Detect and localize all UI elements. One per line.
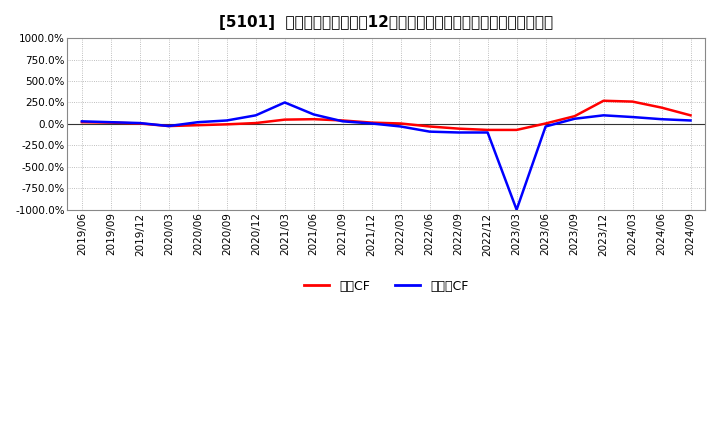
Title: [5101]  キャッシュフローの12か月移動合計の対前年同期増減率の推移: [5101] キャッシュフローの12か月移動合計の対前年同期増減率の推移 — [219, 15, 553, 30]
Legend: 営業CF, フリーCF: 営業CF, フリーCF — [299, 275, 473, 298]
